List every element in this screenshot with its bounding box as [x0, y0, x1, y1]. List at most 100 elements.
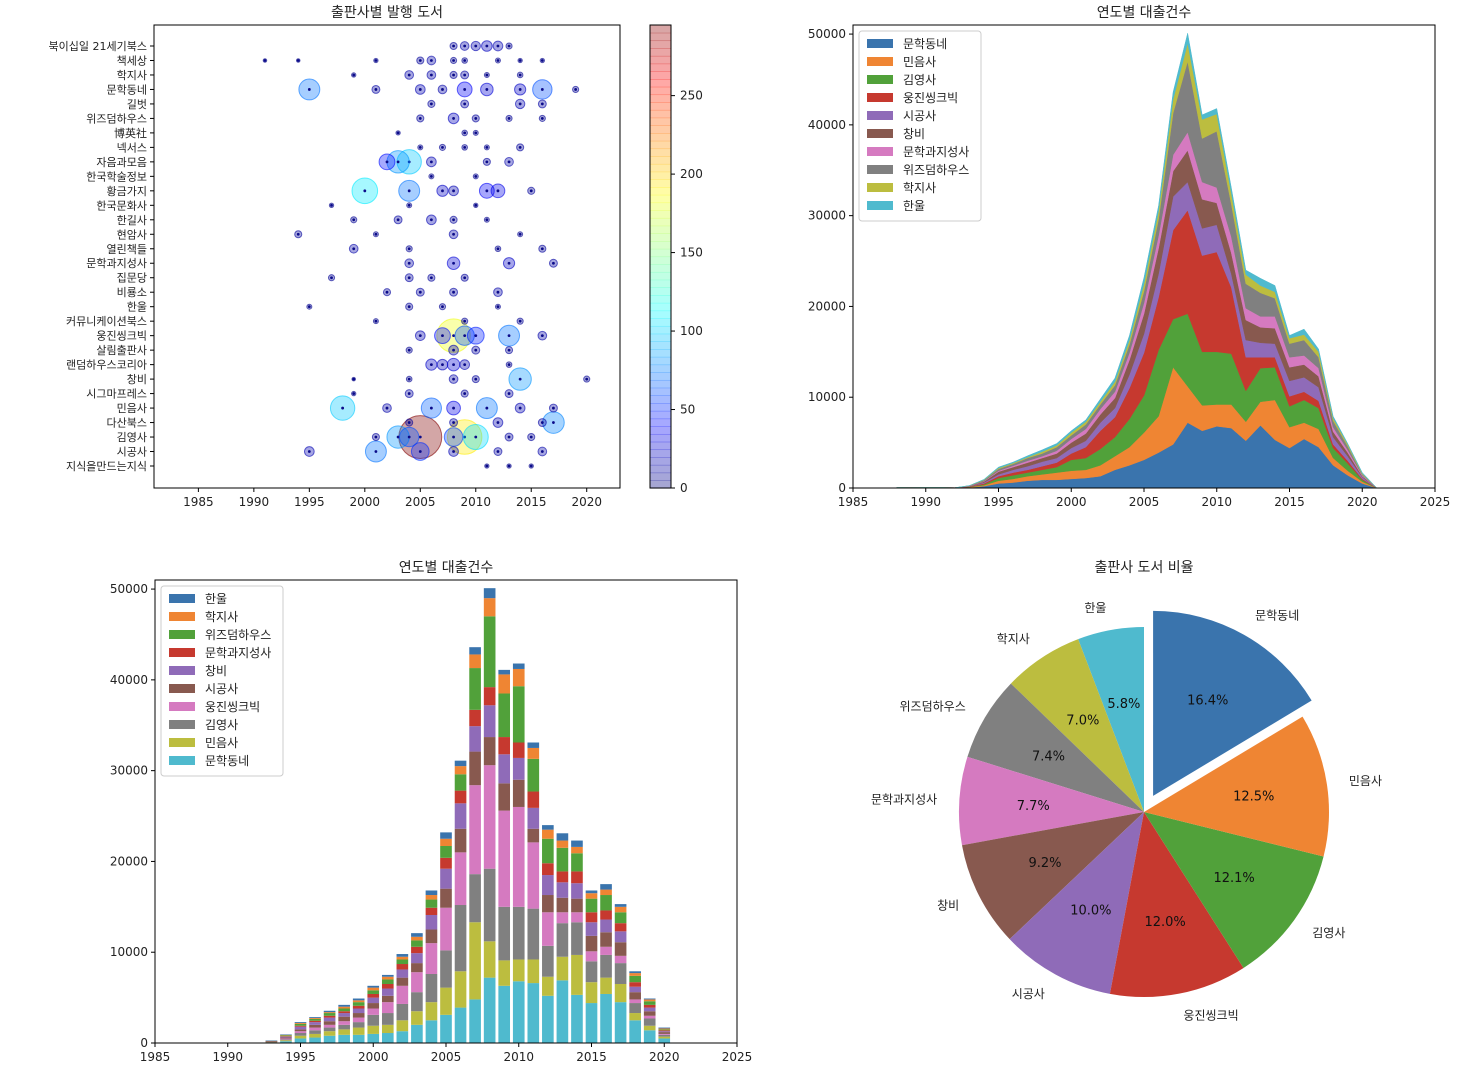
bar-segment — [440, 987, 452, 1015]
bubble-center — [507, 348, 511, 352]
bar-segment — [338, 1029, 350, 1035]
bubble-center — [463, 334, 467, 338]
bar-segment — [280, 1039, 292, 1041]
colorbar-segment — [650, 271, 671, 281]
bar-segment — [643, 998, 656, 1000]
colorbar-segment — [650, 109, 671, 119]
colorbar-segment — [650, 117, 671, 126]
bar-segment — [542, 838, 554, 864]
bar-segment — [411, 992, 423, 1012]
legend-label: 위즈덤하우스 — [205, 628, 271, 642]
bar-segment — [396, 959, 409, 965]
bubble-center — [585, 377, 589, 381]
bubble-center — [474, 117, 478, 120]
colorbar-tick-label: 100 — [680, 324, 703, 338]
bar-segment — [629, 986, 641, 993]
y-tick-label: 다산북스 — [107, 417, 147, 430]
bar-segment — [323, 1010, 336, 1013]
bubble-center — [518, 102, 522, 106]
bar-segment — [585, 982, 598, 1004]
bubble-center — [452, 117, 455, 120]
bar-segment — [658, 1030, 671, 1032]
bubble-center — [518, 59, 522, 62]
bar-segment — [294, 1023, 307, 1026]
bubble-center — [518, 232, 522, 236]
bar-segment — [658, 1033, 671, 1035]
bar-segment — [556, 882, 569, 898]
bar-segment — [469, 751, 481, 786]
x-tick-label: 2025 — [1420, 495, 1451, 509]
colorbar-segment — [650, 125, 671, 134]
bar-segment — [425, 914, 438, 930]
bar-segment — [309, 1033, 321, 1038]
bar-segment — [527, 747, 540, 759]
bar-segment — [483, 687, 496, 706]
bubble-center — [474, 174, 478, 178]
bar-segment — [396, 985, 409, 1004]
bar-plot-area: 1985 1990 1995 2000 2005 2010 2015 2020 2025 0 100… — [110, 582, 752, 1064]
y-tick-label: 40000 — [110, 673, 148, 687]
bubble-center — [429, 406, 433, 410]
y-tick-label: 황금가지 — [107, 185, 147, 198]
bubble-center — [418, 290, 422, 294]
bubble-center — [441, 305, 444, 309]
x-tick-label: 2005 — [1129, 495, 1160, 509]
colorbar-segment — [650, 86, 671, 96]
bubble-center — [485, 218, 489, 222]
y-tick-label: 시그마프레스 — [86, 388, 147, 401]
bar-segment — [352, 1027, 365, 1035]
bar-segment — [643, 1025, 656, 1031]
bubble-center — [429, 160, 433, 164]
bar-segment — [352, 1005, 365, 1009]
bar-segment — [585, 922, 598, 936]
y-tick-label: 책세상 — [117, 54, 147, 67]
bar-segment — [483, 598, 496, 617]
y-tick-label: 랜덤하우스코리아 — [66, 358, 147, 372]
bar-segment — [411, 963, 423, 973]
bar-segment — [542, 945, 554, 977]
bar-segment — [629, 973, 641, 976]
bubble-plot-frame — [153, 24, 621, 489]
pie-pct-label: 12.1% — [1213, 871, 1254, 886]
legend-swatch — [169, 684, 195, 693]
x-tick-label: 2020 — [1347, 495, 1378, 509]
colorbar-segment — [650, 341, 671, 350]
pie-slice-label: 학지사 — [997, 632, 1030, 646]
bar-segment — [556, 923, 569, 957]
pie-pct-label: 5.8% — [1107, 697, 1140, 712]
bar-segment — [658, 1038, 671, 1043]
bar-segment — [381, 983, 394, 989]
colorbar-segment — [650, 225, 671, 234]
bar-segment — [614, 912, 627, 924]
bubble-center — [418, 59, 422, 62]
area-chart-panel: 연도별 대출건수 1985 1990 1995 2000 2005 2010 2015 202… — [808, 5, 1450, 509]
bar-segment — [542, 829, 554, 839]
bar-segment — [512, 668, 525, 687]
bubble-center — [474, 131, 478, 135]
legend-swatch — [867, 201, 893, 210]
bar-segment — [614, 1002, 627, 1043]
bar-segment — [440, 950, 452, 988]
bubble-center — [474, 377, 478, 381]
bar-segment — [280, 1040, 292, 1042]
bar-segment — [396, 954, 409, 957]
bubble-center — [429, 59, 433, 62]
bubble-center — [463, 392, 467, 395]
bar-segment — [542, 863, 554, 876]
legend-swatch — [169, 630, 195, 639]
bar-segment — [352, 1022, 365, 1028]
bar-segment — [512, 686, 525, 743]
bar-segment — [643, 1030, 656, 1043]
bar-segment — [483, 977, 496, 1043]
bar-segment — [614, 963, 627, 984]
colorbar-segment — [650, 325, 671, 335]
bar-segment — [294, 1031, 307, 1034]
bubble-center — [374, 88, 378, 91]
colorbar-segment — [650, 403, 671, 412]
bubble-center — [307, 88, 311, 91]
bar-segment — [614, 942, 627, 956]
bubble-center — [429, 73, 433, 77]
bar-segment — [643, 1007, 656, 1012]
bubble-center — [463, 319, 467, 323]
bar-segment — [571, 883, 583, 899]
